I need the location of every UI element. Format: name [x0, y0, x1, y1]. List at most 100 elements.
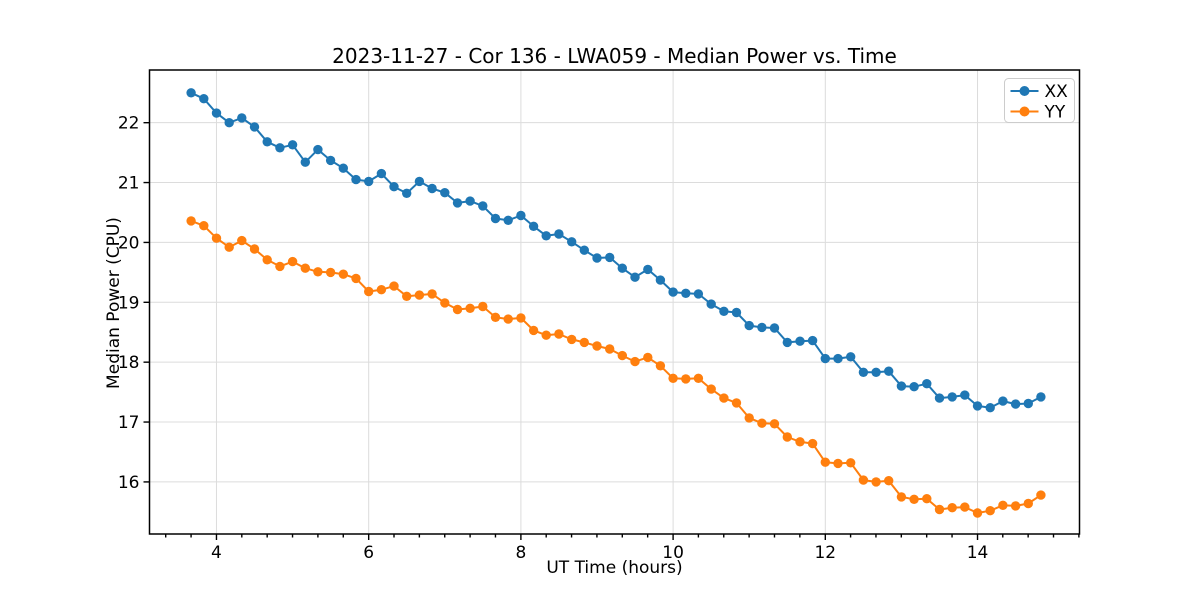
data-point-marker — [681, 288, 691, 298]
data-point-marker — [782, 432, 792, 442]
data-point-marker — [960, 502, 970, 512]
data-point-marker — [338, 163, 348, 173]
data-point-marker — [427, 183, 437, 194]
tick-labels: 4 6 8 10 12 14 16 17 18 19 20 21 22 — [118, 114, 988, 563]
data-point-marker — [567, 237, 577, 247]
x-tick-label: 6 — [363, 543, 374, 563]
series-line — [190, 91, 1042, 409]
data-point-marker — [846, 458, 856, 468]
data-point-marker — [249, 122, 260, 132]
data-point-marker — [896, 381, 907, 391]
data-point-marker — [554, 229, 564, 239]
data-point-marker — [744, 320, 754, 331]
data-point-marker — [795, 336, 805, 346]
data-point-marker — [186, 88, 196, 98]
data-point-marker — [1010, 501, 1021, 511]
data-point-marker — [972, 401, 983, 411]
data-point-marker — [452, 198, 463, 208]
grid — [149, 70, 1080, 534]
data-point-marker — [858, 367, 869, 377]
data-point-marker — [541, 330, 551, 340]
data-point-marker — [693, 289, 704, 299]
data-point-marker — [389, 281, 399, 291]
data-point-marker — [199, 94, 209, 104]
data-point-marker — [947, 503, 957, 513]
data-point-marker — [643, 352, 653, 363]
data-point-marker — [199, 221, 209, 231]
y-axis-label: Median Power (CPU) — [104, 217, 124, 389]
data-point-marker — [871, 367, 881, 377]
data-point-marker — [668, 373, 678, 383]
data-point-marker — [300, 263, 310, 273]
data-point-marker — [896, 492, 907, 502]
data-point-marker — [884, 366, 894, 376]
data-point-marker — [376, 285, 387, 295]
x-axis-label: UT Time (hours) — [546, 558, 683, 578]
data-point-marker — [807, 438, 818, 449]
data-point-marker — [211, 108, 222, 118]
data-point-marker — [757, 418, 767, 428]
data-point-marker — [934, 504, 945, 515]
data-point-marker — [503, 215, 513, 225]
data-point-marker — [630, 272, 640, 282]
data-point-marker — [325, 267, 336, 278]
data-point-marker — [516, 210, 526, 221]
data-point-marker — [465, 196, 475, 206]
data-point-marker — [262, 255, 272, 265]
data-point-marker — [833, 458, 843, 469]
data-point-marker — [947, 392, 957, 402]
data-point-marker — [313, 144, 323, 155]
data-point-marker — [325, 155, 336, 166]
series-yy — [186, 216, 1046, 518]
data-point-marker — [440, 298, 450, 308]
data-point-marker — [757, 322, 767, 333]
x-tick-label: 12 — [814, 543, 836, 563]
data-point-marker — [567, 334, 577, 345]
data-point-marker — [287, 256, 298, 267]
legend-label: XX — [1045, 82, 1069, 102]
data-point-marker — [871, 477, 881, 487]
data-point-marker — [605, 252, 615, 263]
data-point-marker — [351, 273, 361, 284]
data-point-marker — [402, 188, 412, 198]
data-point-marker — [706, 299, 716, 309]
data-point-marker — [985, 506, 995, 516]
x-tick-label: 8 — [515, 543, 526, 563]
data-point-marker — [427, 289, 437, 299]
legend-marker — [1019, 86, 1030, 96]
data-point-marker — [681, 374, 691, 384]
data-point-marker — [364, 286, 374, 297]
data-point-marker — [490, 312, 501, 322]
legend-marker — [1019, 106, 1030, 117]
data-point-marker — [414, 176, 425, 187]
chart-title: 2023-11-27 - Cor 136 - LWA059 - Median P… — [332, 44, 897, 68]
data-point-marker — [389, 182, 399, 192]
data-point-marker — [643, 264, 653, 275]
data-point-marker — [224, 242, 234, 252]
data-point-marker — [1023, 498, 1033, 509]
x-tick-label: 4 — [211, 543, 222, 563]
data-point-marker — [909, 382, 919, 392]
data-point-marker — [605, 344, 615, 354]
data-point-marker — [300, 157, 310, 167]
data-point-marker — [275, 143, 285, 153]
data-point-marker — [1036, 392, 1046, 402]
series-line — [190, 219, 1042, 514]
data-point-marker — [833, 353, 843, 364]
data-point-marker — [262, 137, 272, 147]
data-point-marker — [211, 233, 222, 243]
data-point-marker — [541, 231, 551, 241]
plot-frame — [148, 69, 1081, 535]
data-point-marker — [452, 304, 463, 315]
data-point-marker — [287, 140, 298, 150]
data-point-marker — [769, 419, 780, 429]
data-point-marker — [719, 393, 729, 403]
data-point-marker — [909, 494, 919, 504]
data-point-marker — [478, 201, 488, 211]
data-point-marker — [731, 398, 742, 408]
legend-item-xx: XX — [1010, 82, 1069, 102]
legend-label: YY — [1044, 103, 1066, 123]
data-point-marker — [351, 174, 361, 185]
data-point-marker — [186, 216, 196, 226]
